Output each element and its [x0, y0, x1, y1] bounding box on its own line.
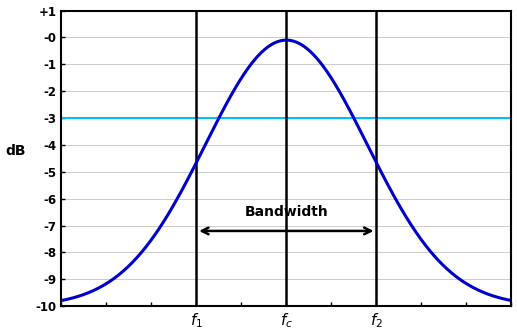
- Text: Bandwidth: Bandwidth: [245, 205, 328, 219]
- Y-axis label: dB: dB: [6, 144, 26, 158]
